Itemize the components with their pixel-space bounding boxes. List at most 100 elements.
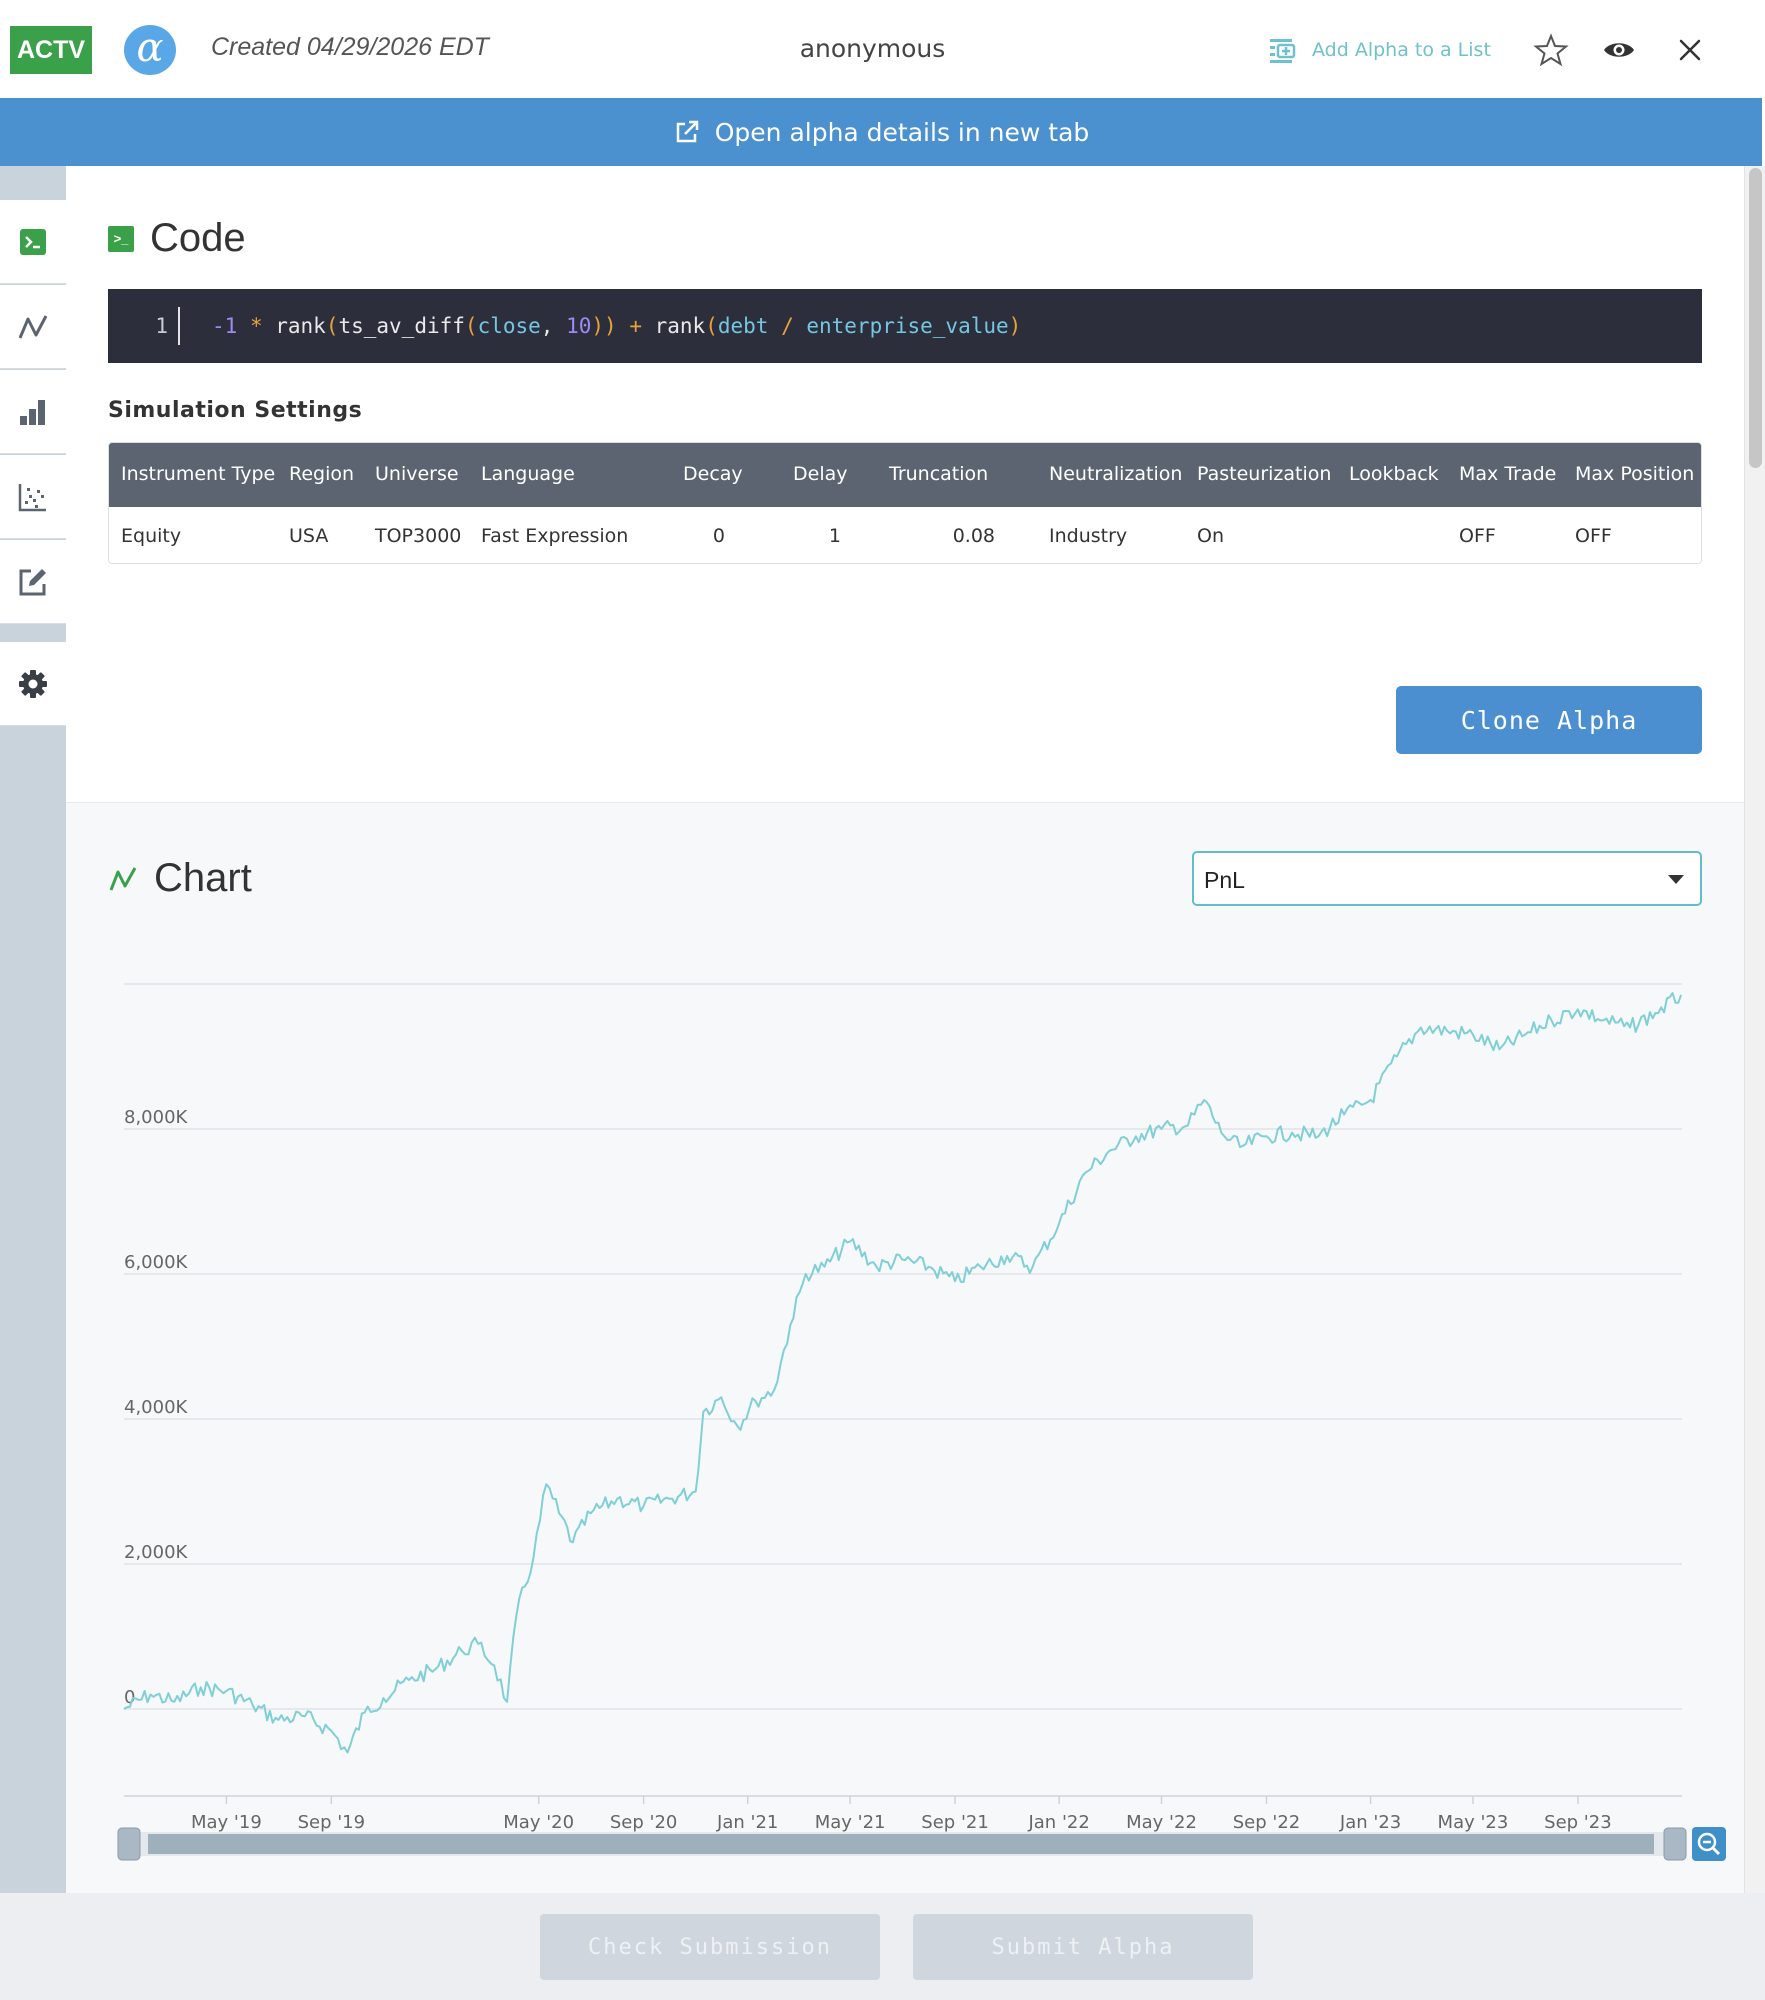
column-header: Pasteurization [1197, 463, 1332, 485]
close-icon[interactable] [1672, 32, 1708, 68]
submit-alpha-button[interactable]: Submit Alpha [913, 1914, 1253, 1980]
code-token: ) [1008, 314, 1022, 338]
column-header: Max Trade [1459, 463, 1557, 485]
code-editor[interactable]: 1 -1 * rank(ts_av_diff(close, 10)) + ran… [108, 289, 1702, 363]
submission-footer: Check Submission Submit Alpha [0, 1893, 1765, 2000]
code-token: + [616, 314, 655, 338]
x-tick-label: May '22 [1126, 1812, 1197, 1833]
bar-chart-icon [20, 399, 45, 425]
code-line[interactable]: -1 * rank(ts_av_diff(close, 10)) + rank(… [212, 289, 1021, 363]
table-header: Instrument Type Region Universe Language Dec… [109, 443, 1701, 507]
x-tick-label: Jan '21 [716, 1812, 778, 1833]
y-tick-label: 4,000K [124, 1397, 189, 1418]
line-chart-icon [109, 866, 137, 891]
column-header: Universe [375, 463, 459, 485]
eye-icon[interactable] [1601, 32, 1637, 68]
table-cell: Industry [1049, 525, 1128, 547]
add-list-icon [1270, 39, 1296, 63]
chevron-down-icon [1668, 875, 1684, 884]
column-header: Neutralization [1049, 463, 1183, 485]
table-cell: 1 [828, 525, 841, 547]
zoom-out-icon [1697, 1832, 1717, 1852]
y-tick-label: 0 [124, 1687, 135, 1708]
column-header: Max Position [1575, 463, 1695, 485]
table-cell: Equity [121, 525, 182, 547]
range-handle-left[interactable] [117, 1827, 141, 1861]
table-cell: 0.08 [952, 525, 995, 547]
rail-correlation-button[interactable] [0, 455, 66, 539]
open-details-banner[interactable]: Open alpha details in new tab [0, 98, 1762, 166]
line-number: 1 [155, 314, 168, 338]
open-details-label: Open alpha details in new tab [714, 117, 1090, 147]
chart-metric-select[interactable]: PnL [1192, 851, 1702, 906]
column-header: Lookback [1349, 463, 1439, 485]
star-icon[interactable] [1533, 32, 1569, 68]
column-header: Language [481, 463, 575, 485]
code-token: close [477, 314, 541, 338]
scrollbar[interactable] [1744, 166, 1765, 1893]
terminal-icon: >_ [108, 225, 134, 252]
x-tick-label: May '19 [191, 1812, 262, 1833]
rail-code-button[interactable] [0, 200, 66, 284]
created-date: Created 04/29/2026 EDT [211, 33, 489, 61]
rail-chart-button[interactable] [0, 285, 66, 369]
chart-metric-value: PnL [1204, 867, 1245, 893]
y-tick-label: 6,000K [124, 1252, 189, 1273]
code-token: rank [654, 314, 706, 338]
range-navigator-selection [148, 1834, 1654, 1854]
code-title-label: Code [150, 216, 246, 260]
column-header: Region [289, 463, 355, 485]
check-submission-button[interactable]: Check Submission [540, 1914, 880, 1980]
y-tick-label: 2,000K [124, 1542, 189, 1563]
scatter-icon [18, 483, 46, 511]
x-tick-label: Jan '23 [1339, 1812, 1401, 1833]
code-token: ( [325, 314, 339, 338]
column-header: Instrument Type [121, 463, 276, 485]
rail-stats-button[interactable] [0, 370, 66, 454]
x-tick-label: Sep '23 [1544, 1812, 1612, 1833]
y-tick-label: 8,000K [124, 1107, 189, 1128]
terminal-icon [20, 228, 46, 255]
edit-icon [19, 568, 46, 595]
rail-notes-button[interactable] [0, 540, 66, 624]
x-tick-label: May '20 [503, 1812, 574, 1833]
owner-name: anonymous [799, 34, 946, 63]
code-token: ( [705, 314, 718, 338]
code-token: 10 [566, 314, 592, 338]
text-cursor [178, 307, 180, 345]
table-row: Equity USA TOP3000 Fast Expression 0 1 0.08 Ind… [109, 507, 1701, 563]
scroll-thumb[interactable] [1749, 168, 1762, 468]
code-token: * [237, 314, 276, 338]
x-tick-label: Sep '19 [298, 1812, 366, 1833]
x-tick-label: May '21 [815, 1812, 886, 1833]
line-chart-icon [18, 314, 48, 339]
simulation-settings-table: Instrument Type Region Universe Language Dec… [108, 442, 1702, 564]
column-header: Truncation [889, 463, 989, 485]
table-cell: TOP3000 [375, 525, 462, 547]
chart-section-title: Chart [108, 856, 252, 901]
zoom-out-button[interactable] [1692, 1827, 1726, 1861]
add-to-list-button[interactable]: Add Alpha to a List [1268, 33, 1491, 67]
section-rail [0, 166, 66, 1893]
code-token: / [768, 314, 807, 338]
x-tick-label: Sep '21 [921, 1812, 989, 1833]
code-token: enterprise_value [806, 314, 1009, 338]
code-token: )) [591, 314, 617, 338]
add-to-list-label: Add Alpha to a List [1312, 39, 1491, 61]
range-handle-right[interactable] [1663, 1827, 1687, 1861]
x-tick-label: Sep '20 [610, 1812, 678, 1833]
table-cell: USA [289, 525, 329, 547]
code-token: ( [464, 314, 478, 338]
external-link-icon [676, 120, 698, 143]
rail-settings-button[interactable] [0, 642, 66, 726]
code-token: ts_av_diff [338, 314, 465, 338]
alpha-logo: α [124, 25, 176, 75]
simulation-settings-title: Simulation Settings [108, 398, 363, 423]
clone-alpha-button[interactable]: Clone Alpha [1396, 686, 1702, 754]
table-cell: On [1197, 525, 1224, 547]
code-token: -1 [212, 314, 238, 338]
chart-title-label: Chart [154, 856, 252, 900]
code-token: rank [275, 314, 326, 338]
code-section-title: >_ Code [108, 216, 246, 261]
x-tick-label: Jan '22 [1027, 1812, 1089, 1833]
